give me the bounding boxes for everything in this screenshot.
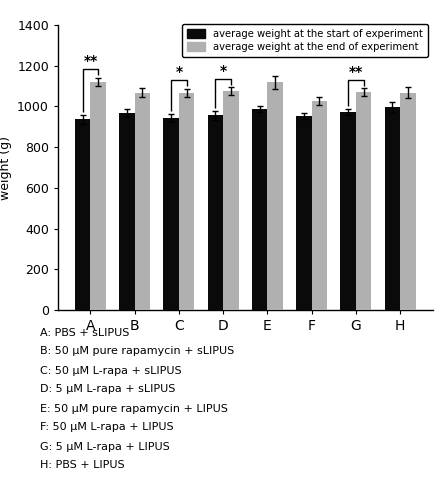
Text: **: ** xyxy=(83,54,98,68)
Bar xyxy=(91,82,106,310)
Bar xyxy=(384,107,400,310)
Text: *: * xyxy=(175,66,182,80)
Bar xyxy=(135,92,150,310)
Bar xyxy=(296,116,312,310)
Text: G: 5 μM L-rapa + LIPUS: G: 5 μM L-rapa + LIPUS xyxy=(40,442,170,452)
Bar xyxy=(179,92,194,310)
Legend: average weight at the start of experiment, average weight at the end of experime: average weight at the start of experimen… xyxy=(182,24,428,58)
Bar xyxy=(312,100,327,310)
Text: H: PBS + LIPUS: H: PBS + LIPUS xyxy=(40,460,125,470)
Bar xyxy=(119,113,135,310)
Bar xyxy=(208,116,223,310)
Text: **: ** xyxy=(349,65,363,79)
Bar xyxy=(75,119,91,310)
Bar xyxy=(400,92,416,310)
Bar xyxy=(356,92,372,310)
Text: E: 50 μM pure rapamycin + LIPUS: E: 50 μM pure rapamycin + LIPUS xyxy=(40,404,228,413)
Text: B: 50 μM pure rapamycin + sLIPUS: B: 50 μM pure rapamycin + sLIPUS xyxy=(40,346,235,356)
Text: F: 50 μM L-rapa + LIPUS: F: 50 μM L-rapa + LIPUS xyxy=(40,422,174,432)
Text: *: * xyxy=(219,64,227,78)
Bar xyxy=(252,109,268,310)
Text: C: 50 μM L-rapa + sLIPUS: C: 50 μM L-rapa + sLIPUS xyxy=(40,366,182,376)
Bar xyxy=(223,91,239,310)
Y-axis label: weight (g): weight (g) xyxy=(0,136,12,200)
Text: D: 5 μM L-rapa + sLIPUS: D: 5 μM L-rapa + sLIPUS xyxy=(40,384,176,394)
Text: A: PBS + sLIPUS: A: PBS + sLIPUS xyxy=(40,328,129,338)
Bar xyxy=(268,82,283,310)
Bar xyxy=(164,118,179,310)
Bar xyxy=(340,112,356,310)
